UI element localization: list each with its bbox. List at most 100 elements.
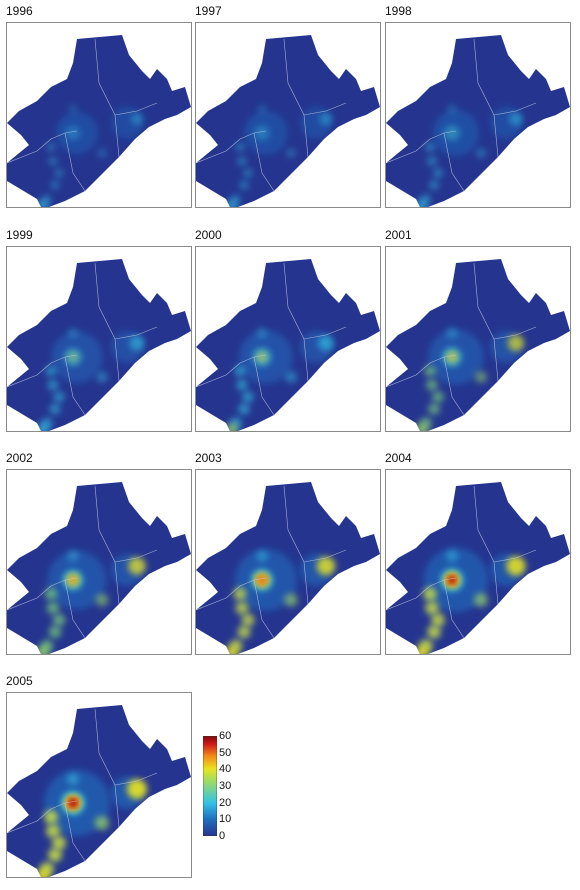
hotspot-west-chain: [424, 365, 436, 377]
map-frame: [195, 22, 381, 208]
hotspot-central: [257, 352, 267, 362]
hotspot-central: [257, 575, 267, 585]
hotspot-north: [446, 550, 458, 562]
hotspot-east-shore: [319, 112, 333, 126]
density-map: [386, 259, 570, 431]
hotspot-east-shore: [474, 593, 488, 607]
map-frame: [385, 246, 571, 432]
district-boundary: [473, 485, 499, 605]
hotspot-west-chain: [423, 587, 437, 601]
district-boundary: [283, 262, 309, 382]
colorbar-legend: 60 50 40 30 20 10 0: [203, 731, 263, 842]
hotspot-west-chain: [235, 601, 249, 615]
density-map: [196, 482, 380, 654]
district-boundary: [473, 38, 499, 158]
hotspot-south-tip: [416, 199, 428, 207]
district-boundary: [94, 38, 120, 158]
density-map: [7, 482, 191, 654]
hotspot-east-shore: [476, 148, 486, 158]
hotspot-west-chain: [425, 601, 439, 615]
panel-2002: 2002: [6, 451, 192, 656]
hotspot-east-shore: [286, 148, 296, 158]
hotspot-south-tip: [37, 199, 49, 207]
hotspot-west-chain: [234, 365, 246, 377]
hotspot-west-chain: [239, 180, 249, 190]
map-frame: [385, 22, 571, 208]
panel-year-label: 2001: [385, 228, 412, 242]
hotspot-west-chain: [46, 824, 60, 838]
district-boundary: [7, 354, 78, 388]
hotspot-central: [254, 125, 270, 141]
district-boundary: [64, 356, 86, 416]
hotspot-north: [446, 327, 458, 339]
panel-year-label: 1998: [385, 4, 412, 18]
panel-year-label: 2005: [6, 674, 33, 688]
colorbar-tick-label: 20: [219, 796, 232, 809]
hotspot-south-tip: [37, 423, 49, 431]
panel-1996: 1996: [6, 4, 192, 209]
district-boundary: [7, 800, 78, 834]
hotspot-east-shore: [285, 371, 297, 383]
region-base: [7, 35, 191, 207]
map-frame: [195, 469, 381, 655]
hotspot-east-shore: [127, 779, 147, 799]
district-boundary: [114, 326, 158, 340]
district-boundary: [196, 577, 267, 611]
hotspot-south-tip: [226, 646, 238, 654]
district-boundary: [64, 132, 86, 192]
hotspot-east-shore: [284, 593, 298, 607]
hotspot-central: [65, 125, 81, 141]
hotspot-central: [449, 577, 455, 583]
density-map: [7, 259, 191, 431]
district-boundary: [303, 326, 347, 340]
panel-2004: 2004: [385, 451, 571, 656]
colorbar-tick-label: 30: [219, 780, 232, 792]
district-boundary: [473, 262, 499, 382]
panel-1999: 1999: [6, 228, 192, 433]
hotspot-west-chain: [243, 168, 253, 178]
hotspot-east-shore: [95, 593, 109, 607]
district-boundary: [493, 102, 537, 116]
district-boundary: [253, 132, 275, 192]
density-map: [386, 35, 570, 207]
density-map: [7, 705, 191, 877]
colorbar-tick-label: 60: [219, 730, 232, 742]
panel-year-label: 2003: [195, 451, 222, 465]
hotspot-east-shore: [475, 371, 487, 383]
colorbar-gradient: [203, 736, 217, 836]
map-frame: [195, 246, 381, 432]
panel-2005: 2005: [6, 674, 192, 879]
panel-year-label: 1996: [6, 4, 33, 18]
district-boundary: [283, 485, 309, 605]
hotspot-west-chain: [237, 625, 251, 639]
hotspot-central: [447, 352, 457, 362]
hotspot-central: [67, 351, 79, 363]
hotspot-south-tip: [416, 423, 428, 431]
hotspot-east-shore: [96, 371, 108, 383]
hotspot-west-chain: [428, 403, 440, 415]
district-boundary: [493, 549, 537, 563]
hotspot-west-chain: [241, 613, 255, 627]
hotspot-west-chain: [52, 836, 66, 850]
hotspot-south-tip: [226, 423, 238, 431]
hotspot-west-chain: [46, 601, 60, 615]
hotspot-west-chain: [235, 142, 245, 152]
hotspot-west-chain: [233, 587, 247, 601]
hotspot-west-chain: [44, 587, 58, 601]
hotspot-east-shore: [318, 335, 334, 351]
hotspot-north: [68, 328, 78, 338]
region-base: [386, 35, 570, 207]
hotspot-south-tip: [416, 646, 428, 654]
colorbar-tick-label: 50: [219, 746, 232, 759]
district-boundary: [443, 356, 465, 416]
hotspot-south-tip: [37, 646, 49, 654]
panel-year-label: 1997: [195, 4, 222, 18]
region-base: [196, 35, 380, 207]
hotspot-east-shore: [509, 112, 523, 126]
district-boundary: [386, 577, 457, 611]
colorbar-tick-label: 10: [219, 813, 232, 826]
hotspot-east-shore: [129, 335, 145, 351]
hotspot-west-chain: [52, 613, 66, 627]
panel-1997: 1997: [195, 4, 381, 209]
hotspot-south-tip: [37, 869, 49, 877]
